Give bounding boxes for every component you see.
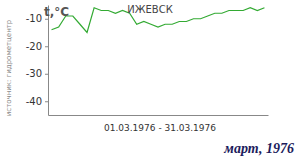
y-tick-mark <box>45 101 48 102</box>
y-axis-line <box>48 6 49 116</box>
period-label: март, 1976 <box>223 141 294 156</box>
x-axis-line <box>49 115 269 116</box>
y-tick-mark <box>45 74 48 75</box>
y-axis: -10 -20 -30 -40 <box>26 6 49 116</box>
y-tick-mark <box>45 46 48 47</box>
y-tick: -40 <box>26 96 48 107</box>
y-axis-title: t,°C <box>44 5 69 19</box>
y-tick-label: -30 <box>26 68 42 79</box>
x-axis-title: 01.03.1976 - 31.03.1976 <box>104 123 216 133</box>
chart: -10 -20 -30 -40 ИЖЕВСК t,°C 01.03.1976 - 31.03… <box>0 0 300 160</box>
source-note: источник: гидрометцентр <box>5 19 13 116</box>
y-tick-label: -20 <box>26 41 42 52</box>
title: ИЖЕВСК <box>127 4 173 15</box>
x-axis <box>49 115 269 116</box>
y-tick-label: -40 <box>26 96 42 107</box>
y-tick-label: -10 <box>26 13 42 24</box>
y-tick: -30 <box>26 68 48 79</box>
plot: -10 -20 -30 -40 <box>26 6 269 116</box>
y-tick: -20 <box>26 41 48 52</box>
